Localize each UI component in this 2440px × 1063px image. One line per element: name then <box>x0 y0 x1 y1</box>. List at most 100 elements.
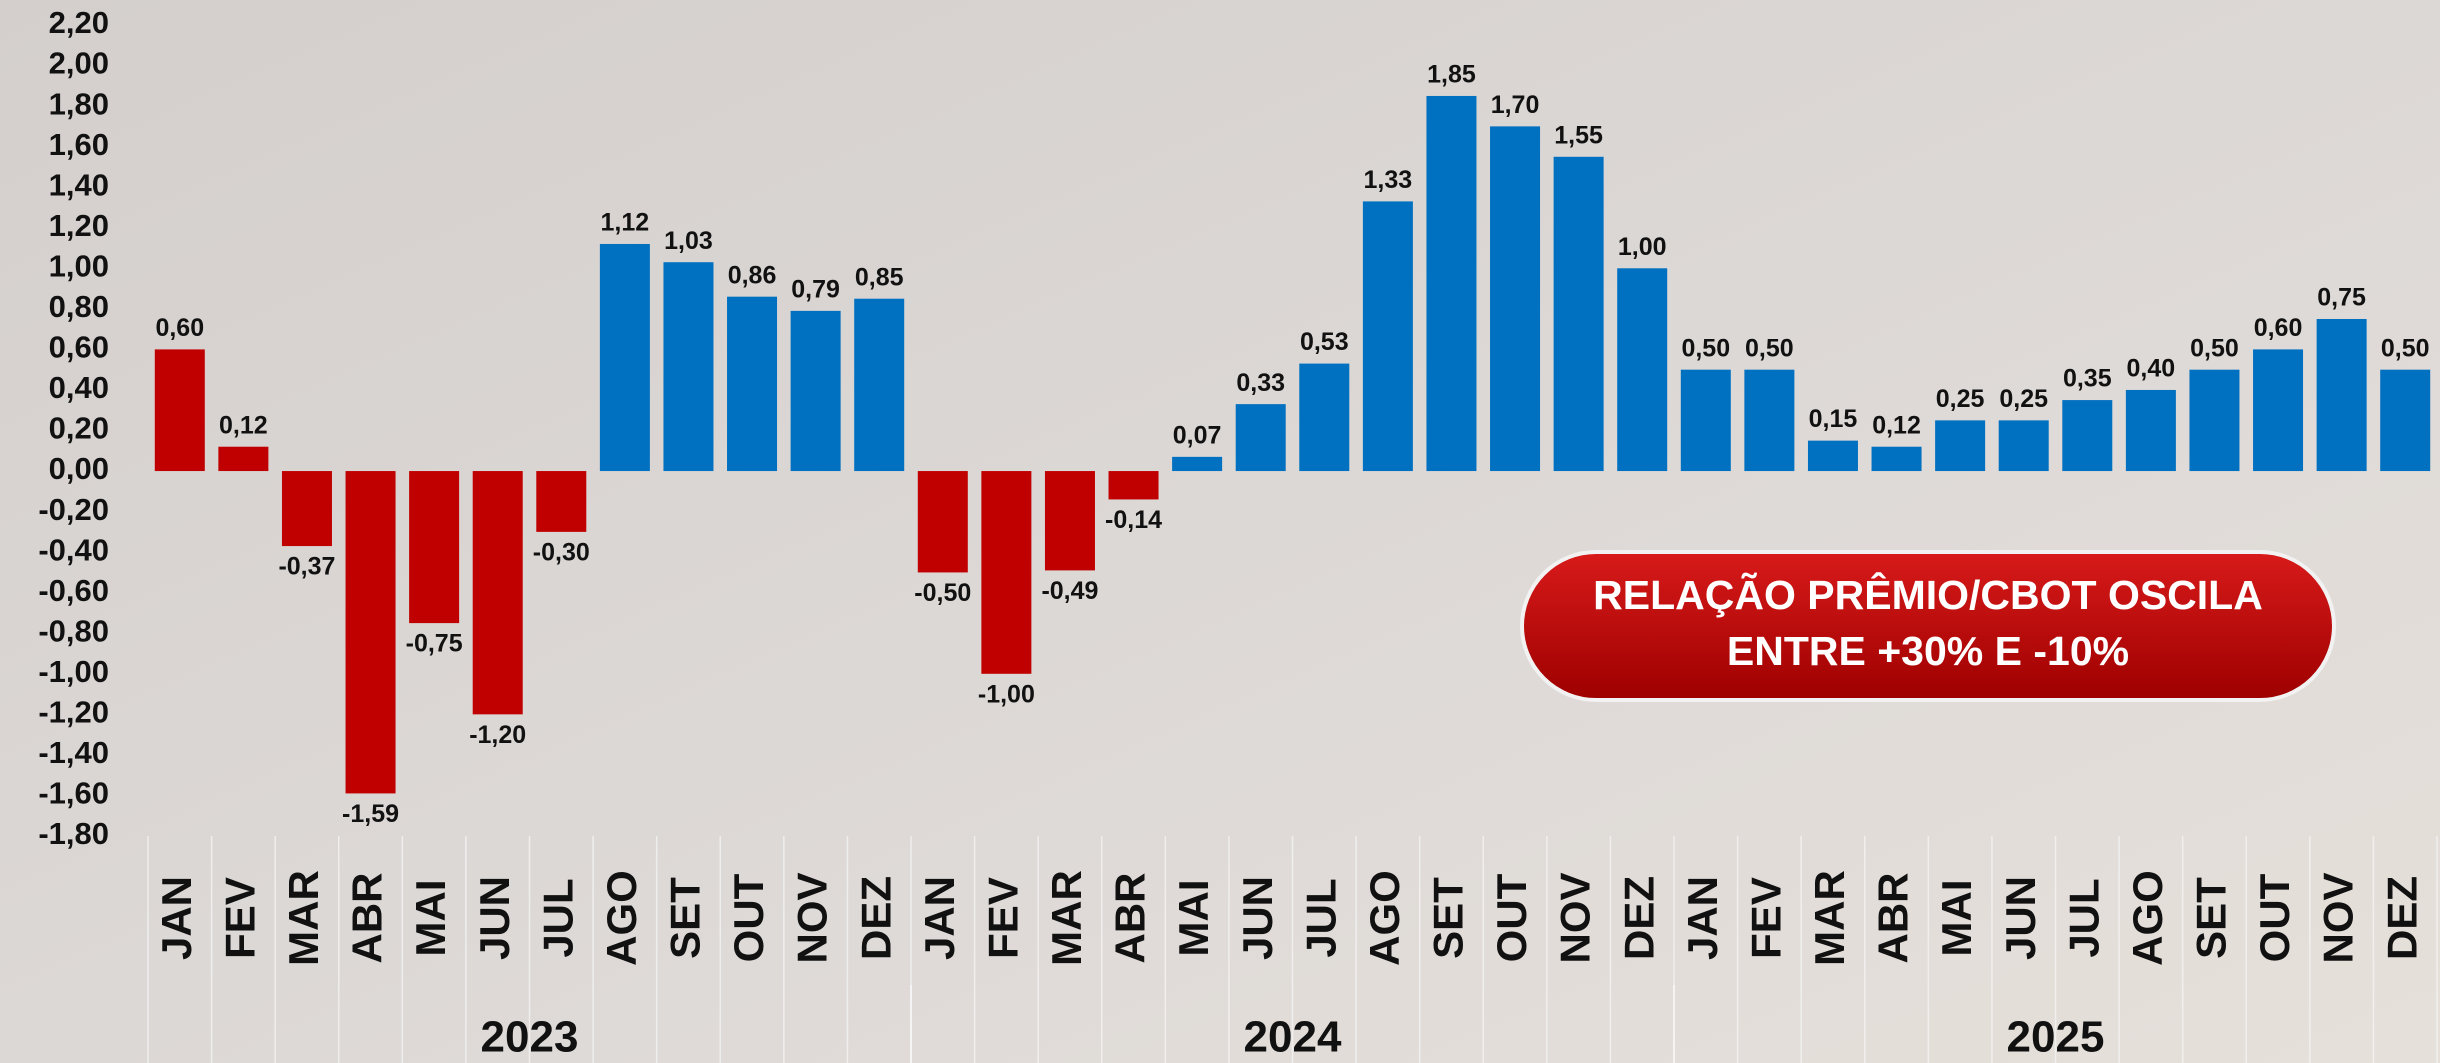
value-label: 0,60 <box>2254 314 2303 342</box>
bar <box>854 298 905 472</box>
x-tick-label: AGO <box>598 870 645 966</box>
y-tick-label: 0,00 <box>49 451 109 486</box>
y-tick-label: 0,60 <box>49 330 109 365</box>
value-label: 0,50 <box>2190 334 2239 362</box>
value-label: 0,86 <box>728 261 777 289</box>
value-label: 0,85 <box>855 263 904 291</box>
group-label: 2024 <box>1244 1013 1342 1062</box>
bar <box>1617 268 1668 472</box>
value-label: 0,40 <box>2127 355 2176 383</box>
value-label: 0,12 <box>219 411 268 439</box>
x-tick-label: MAI <box>1933 880 1980 957</box>
x-tick-label: JUL <box>2060 878 2107 957</box>
value-label: -1,59 <box>342 800 399 828</box>
x-tick-label: DEZ <box>1615 876 1662 960</box>
bar <box>2380 369 2431 472</box>
bar <box>409 471 460 624</box>
x-tick-label: MAI <box>407 880 454 957</box>
y-tick-label: 2,20 <box>49 5 109 40</box>
y-tick-label: 1,80 <box>49 86 109 121</box>
bar <box>1807 440 1858 472</box>
value-label: 0,50 <box>1681 334 1730 362</box>
value-label: 0,50 <box>2381 334 2430 362</box>
value-label: 1,33 <box>1364 166 1413 194</box>
bar <box>1426 95 1477 472</box>
bar <box>1998 420 2049 472</box>
bar <box>2253 349 2304 472</box>
x-tick-label: JUL <box>534 878 581 957</box>
bar <box>472 471 523 715</box>
x-tick-label: FEV <box>979 877 1026 959</box>
x-tick-label: SET <box>662 877 709 959</box>
bar <box>790 310 841 472</box>
y-tick-label: 1,00 <box>49 248 109 283</box>
x-tick-label: JUL <box>1297 878 1344 957</box>
bar <box>1172 456 1223 472</box>
bar <box>599 243 650 472</box>
value-label: -0,30 <box>533 538 590 566</box>
x-tick-label: JAN <box>153 876 200 960</box>
bar <box>2125 389 2176 472</box>
x-tick-label: MAR <box>1806 870 1853 966</box>
value-label: 0,60 <box>155 314 204 342</box>
x-tick-label: OUT <box>2251 873 2298 962</box>
y-tick-label: 0,20 <box>49 411 109 446</box>
x-tick-label: MAR <box>1043 870 1090 966</box>
value-label: -0,14 <box>1105 506 1162 534</box>
bar <box>154 349 205 472</box>
value-label: 0,75 <box>2317 284 2366 312</box>
bar <box>345 471 396 794</box>
y-tick-label: -1,00 <box>38 654 109 689</box>
y-tick-label: 0,80 <box>49 289 109 324</box>
x-tick-label: MAI <box>1170 880 1217 957</box>
x-tick-label: ABR <box>344 873 391 964</box>
x-tick-label: ABR <box>1107 873 1154 964</box>
y-tick-label: -1,40 <box>38 735 109 770</box>
bar <box>2189 369 2240 472</box>
value-label: -0,50 <box>914 579 971 607</box>
x-tick-label: SET <box>1425 877 1472 959</box>
y-tick-label: -1,80 <box>38 816 109 851</box>
x-tick-label: NOV <box>1552 872 1599 963</box>
x-tick-label: OUT <box>1488 873 1535 962</box>
x-tick-label: JUN <box>1997 876 2044 960</box>
x-tick-label: JAN <box>916 876 963 960</box>
value-label: -0,49 <box>1041 577 1098 605</box>
value-label: 0,35 <box>2063 365 2112 393</box>
y-tick-label: 1,40 <box>49 167 109 202</box>
y-tick-label: -1,60 <box>38 776 109 811</box>
value-label: 0,12 <box>1872 411 1921 439</box>
x-tick-label: JUN <box>471 876 518 960</box>
group-label: 2025 <box>2007 1013 2105 1062</box>
bar <box>1871 446 1922 472</box>
x-tick-label: OUT <box>725 873 772 962</box>
value-label: 0,25 <box>1999 385 2048 413</box>
value-label: -0,37 <box>278 553 335 581</box>
bar <box>2062 400 2113 472</box>
bar <box>1744 369 1795 472</box>
value-label: 0,33 <box>1236 369 1285 397</box>
value-label: -1,00 <box>978 680 1035 708</box>
bar <box>1553 156 1604 472</box>
bar <box>1362 201 1413 472</box>
y-tick-label: 1,20 <box>49 208 109 243</box>
value-label: 0,15 <box>1809 405 1858 433</box>
value-label: 1,85 <box>1427 61 1476 89</box>
x-tick-label: AGO <box>1361 870 1408 966</box>
bar <box>1108 471 1159 500</box>
x-tick-label: DEZ <box>2378 876 2425 960</box>
bar <box>981 471 1032 674</box>
value-label: -1,20 <box>469 721 526 749</box>
annotation: ENTRE +30% E -10% <box>1727 628 2129 674</box>
value-label: 1,03 <box>664 227 713 255</box>
bar <box>536 471 587 532</box>
bar <box>1044 471 1095 571</box>
x-tick-label: ABR <box>1870 873 1917 964</box>
y-tick-label: -0,60 <box>38 573 109 608</box>
bar <box>1235 404 1286 472</box>
value-label: 0,53 <box>1300 328 1349 356</box>
y-tick-label: 2,00 <box>49 46 109 81</box>
value-label: 1,00 <box>1618 233 1667 261</box>
